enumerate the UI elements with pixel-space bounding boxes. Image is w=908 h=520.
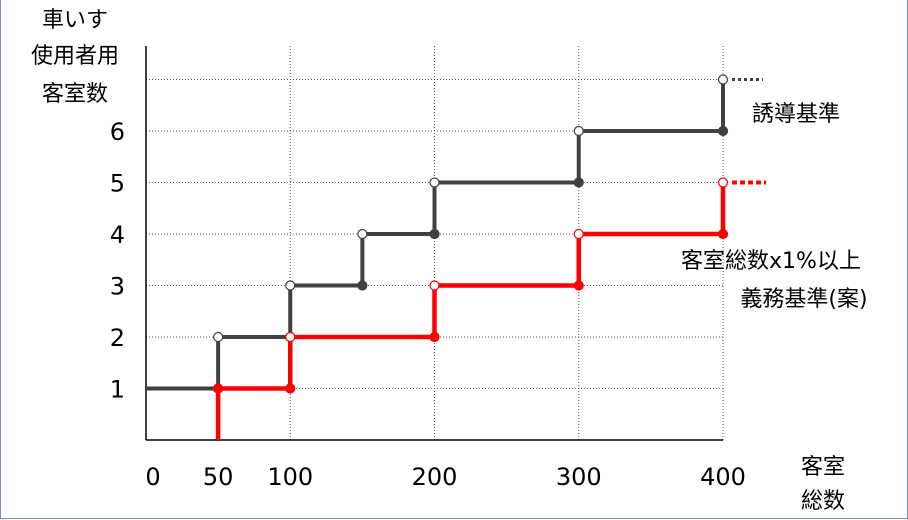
guidance-point xyxy=(717,125,729,137)
guidance-point xyxy=(429,228,440,240)
x-tick-label: 300 xyxy=(556,463,602,491)
y-tick-label: 6 xyxy=(110,118,125,146)
guidance-point xyxy=(357,228,368,240)
guidance-standard-label: 誘導基準 xyxy=(752,102,840,127)
series-layer xyxy=(146,74,766,440)
obligation-point xyxy=(285,383,296,394)
x-axis-title-line1: 客室 xyxy=(801,455,845,480)
guidance-point xyxy=(717,74,729,85)
x-axis-title-line2: 総数 xyxy=(801,489,845,514)
y-axis-title-line1: 車いす xyxy=(42,8,108,33)
y-axis-title-line2: 使用者用 xyxy=(31,44,119,69)
axes: 0 50 100 200 300 400 1 2 3 4 5 6 xyxy=(110,46,746,491)
grid xyxy=(146,46,724,440)
x-tick-label: 100 xyxy=(267,463,313,491)
y-axis-title-line3: 客室数 xyxy=(42,82,108,107)
y-tick-label: 2 xyxy=(110,324,125,352)
guidance-point xyxy=(285,280,296,291)
obligation-point xyxy=(285,331,296,343)
obligation-point xyxy=(429,280,440,291)
y-tick-label: 4 xyxy=(110,221,125,249)
x-tick-label: 400 xyxy=(700,463,746,491)
x-tick-label: 200 xyxy=(412,463,458,491)
y-tick-label: 3 xyxy=(110,273,125,301)
obligation-point xyxy=(429,331,440,343)
obligation-label-line2: 義務基準(案) xyxy=(740,287,867,312)
guidance-point xyxy=(213,331,224,343)
labels: 車いす 使用者用 客室数 客室 総数 誘導基準 客室総数x1%以上 義務基準(案… xyxy=(31,8,868,514)
obligation-point xyxy=(213,383,224,394)
x-tick-label: 0 xyxy=(145,463,160,491)
y-tick-label: 1 xyxy=(110,376,125,404)
guidance-point xyxy=(573,125,584,137)
x-tick-label: 50 xyxy=(203,463,234,491)
obligation-point xyxy=(717,228,729,240)
guidance-point xyxy=(429,177,440,188)
y-tick-label: 5 xyxy=(110,170,125,198)
guidance-point xyxy=(573,177,584,188)
obligation-point xyxy=(717,177,729,188)
obligation-point xyxy=(573,280,584,291)
obligation-label-line1: 客室総数x1%以上 xyxy=(681,249,861,274)
obligation-point xyxy=(573,228,584,240)
guidance-point xyxy=(357,280,368,291)
